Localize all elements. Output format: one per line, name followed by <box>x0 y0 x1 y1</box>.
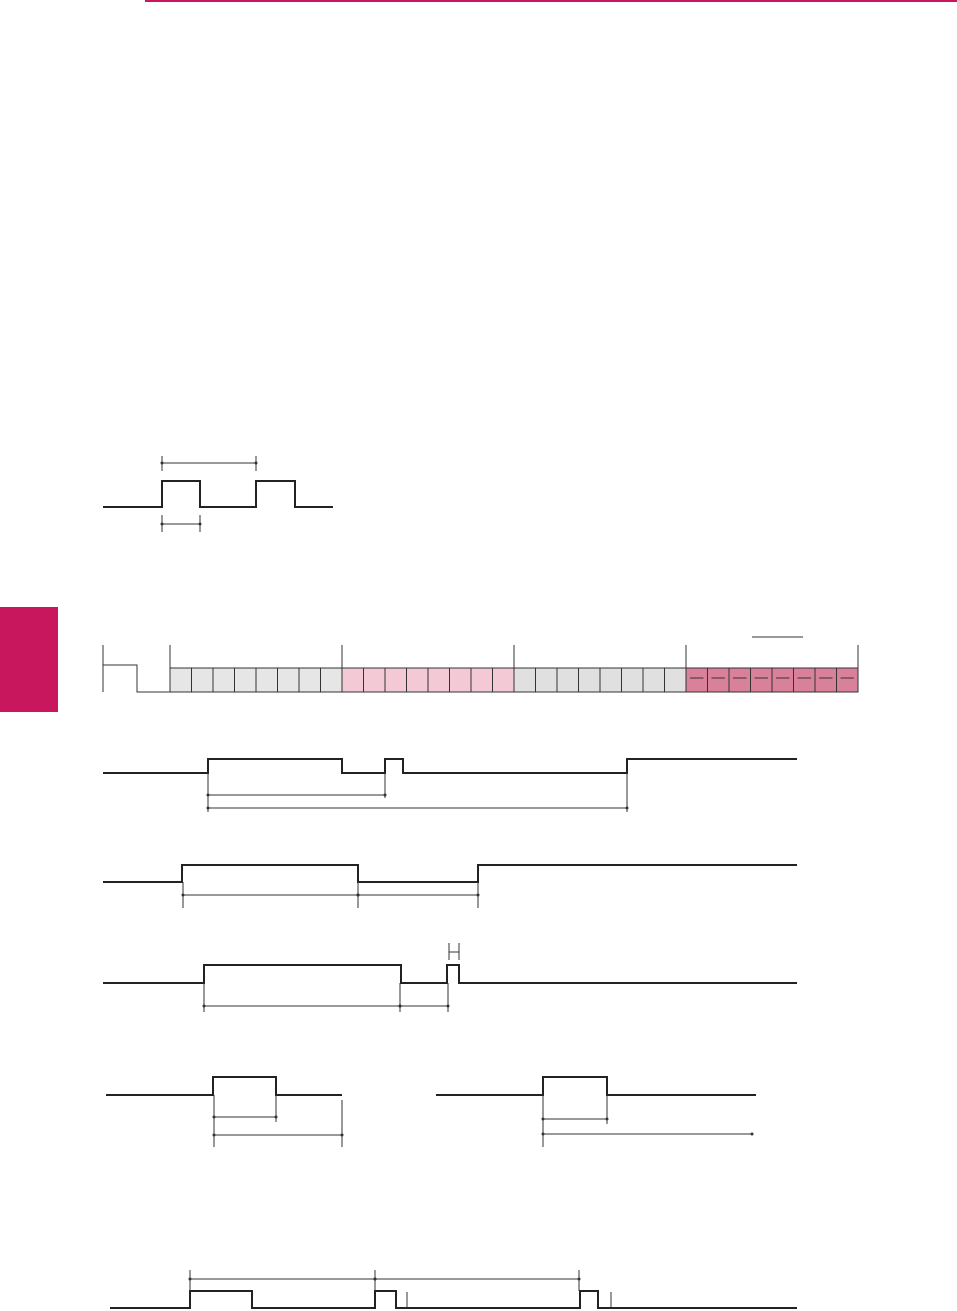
bit-cell <box>363 667 386 693</box>
bit-cell <box>427 667 450 693</box>
tick-lines <box>213 1095 343 1147</box>
bit-cell <box>621 667 644 693</box>
waveform <box>110 1290 797 1309</box>
bit-cell <box>255 667 278 693</box>
bit-cell <box>814 667 837 693</box>
bit-cell <box>750 667 773 693</box>
tick-lines <box>207 773 628 812</box>
frame-interval-diagram <box>110 1270 797 1309</box>
bit-cell <box>642 667 665 693</box>
waveform <box>436 1076 756 1096</box>
tick-lines <box>161 456 257 532</box>
bit-cell <box>578 667 601 693</box>
bit-cell <box>169 667 192 693</box>
bit-cell <box>513 667 536 693</box>
bit-cell <box>277 667 300 693</box>
bit-cell <box>836 667 859 693</box>
bit-cell <box>212 667 235 693</box>
bit-cell <box>191 667 214 693</box>
tick-lines <box>189 1270 612 1308</box>
bit-cell <box>384 667 407 693</box>
repeat-code-diagram <box>103 943 797 1012</box>
bit-cell <box>599 667 622 693</box>
tick-lines <box>542 1095 608 1147</box>
bit-diagram-left <box>106 1076 344 1147</box>
section-tab <box>0 607 58 712</box>
waveform <box>103 758 797 774</box>
bit-cell <box>728 667 751 693</box>
bit-cell <box>685 667 708 693</box>
leader-diagram <box>103 864 797 908</box>
frame-diagram <box>102 636 859 693</box>
bit-cell <box>771 667 794 693</box>
waveform <box>103 964 797 984</box>
waveform <box>103 864 797 883</box>
waveform <box>106 1076 342 1096</box>
carrier-diagram <box>103 456 333 532</box>
repeat-diagram <box>103 758 797 812</box>
bit-cell <box>664 667 687 693</box>
bit-cell <box>492 667 515 693</box>
bit-cell <box>707 667 730 693</box>
bit-cell <box>470 667 493 693</box>
bit-cell <box>234 667 257 693</box>
bit-cell <box>298 667 321 693</box>
waveform <box>103 480 333 508</box>
bit-cell <box>449 667 472 693</box>
frame-outline <box>102 636 859 693</box>
bit-cell <box>341 667 364 693</box>
bit-diagram-right <box>436 1076 756 1147</box>
bit-cell <box>793 667 816 693</box>
tick-lines <box>203 943 460 1012</box>
bit-cell <box>320 667 343 693</box>
bit-cell <box>535 667 558 693</box>
bit-cell <box>556 667 579 693</box>
bit-cell <box>406 667 429 693</box>
